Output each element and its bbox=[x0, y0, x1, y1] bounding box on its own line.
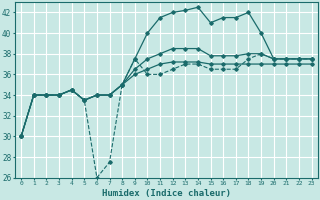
X-axis label: Humidex (Indice chaleur): Humidex (Indice chaleur) bbox=[102, 189, 231, 198]
